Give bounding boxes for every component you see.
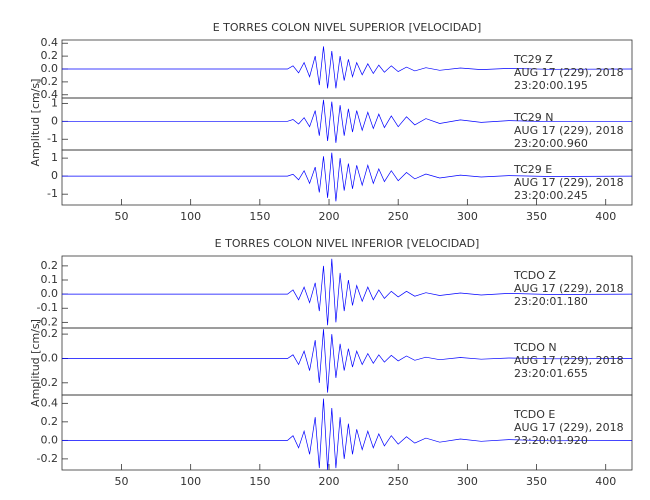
waveform [62,99,633,143]
date-label: AUG 17 (229), 2018 [514,282,624,295]
waveform [62,329,633,393]
date-label: AUG 17 (229), 2018 [514,66,624,79]
station-label: TCDO Z [513,269,556,282]
y-tick-label: -0.1 [37,301,58,314]
y-tick-label: 0.2 [41,415,59,428]
y-tick-label: -1 [47,187,58,200]
x-tick-label: 250 [388,475,409,488]
station-label: TC29 E [513,163,552,176]
x-tick-label: 50 [114,475,128,488]
x-tick-label: 200 [319,475,340,488]
station-label: TC29 Z [513,53,553,66]
y-tick-label: -0.2 [37,75,58,88]
y-tick-label: -0.2 [37,452,58,465]
x-tick-label: 400 [595,475,616,488]
time-label: 23:20:00.195 [514,79,588,92]
station-label: TCDO N [513,341,557,354]
trace-frame [61,149,633,206]
x-tick-label: 150 [249,475,270,488]
y-axis-label: Amplitud [cm/s] [29,79,42,167]
station-label: TCDO E [513,408,555,421]
y-tick-label: 0.0 [41,351,59,364]
waveform [62,152,633,202]
x-tick-label: 200 [319,210,340,223]
date-label: AUG 17 (229), 2018 [514,176,624,189]
chart-title: E TORRES COLON NIVEL SUPERIOR [VELOCIDAD… [213,21,482,34]
y-tick-label: 0.0 [41,287,59,300]
date-label: AUG 17 (229), 2018 [514,124,624,137]
time-label: 23:20:01.655 [514,367,588,380]
y-tick-label: 0 [51,114,58,127]
x-tick-label: 150 [249,210,270,223]
y-axis-label: Amplitud [cm/s] [29,319,42,407]
y-tick-label: 0.0 [41,433,59,446]
waveform [62,46,633,89]
date-label: AUG 17 (229), 2018 [514,421,624,434]
y-tick-label: 0.2 [41,259,59,272]
chart-title: E TORRES COLON NIVEL INFERIOR [VELOCIDAD… [215,237,480,250]
waveform [62,398,633,471]
trace-frame [61,394,633,471]
y-tick-label: 1 [51,151,58,164]
x-tick-label: 250 [388,210,409,223]
x-tick-label: 100 [180,210,201,223]
x-tick-label: 50 [114,210,128,223]
x-tick-label: 350 [526,210,547,223]
y-tick-label: 0.4 [41,396,59,409]
x-tick-label: 400 [595,210,616,223]
time-label: 23:20:00.245 [514,189,588,202]
waveform [62,258,633,326]
y-tick-label: -0.2 [37,376,58,389]
y-tick-label: 0.2 [41,327,59,340]
y-tick-label: 0 [51,169,58,182]
x-tick-label: 100 [180,475,201,488]
time-label: 23:20:00.960 [514,137,588,150]
x-tick-label: 350 [526,475,547,488]
y-tick-label: 0.2 [41,49,59,62]
y-tick-label: 0.1 [41,273,59,286]
x-tick-label: 300 [457,210,478,223]
y-tick-label: -0.4 [37,88,58,101]
station-label: TC29 N [513,111,553,124]
y-tick-label: 1 [51,96,58,109]
y-tick-label: 0.4 [41,36,59,49]
y-tick-label: 0.0 [41,62,59,75]
y-tick-label: -0.2 [37,315,58,328]
date-label: AUG 17 (229), 2018 [514,354,624,367]
time-label: 23:20:01.920 [514,434,588,447]
time-label: 23:20:01.180 [514,295,588,308]
y-tick-label: -1 [47,132,58,145]
x-tick-label: 300 [457,475,478,488]
